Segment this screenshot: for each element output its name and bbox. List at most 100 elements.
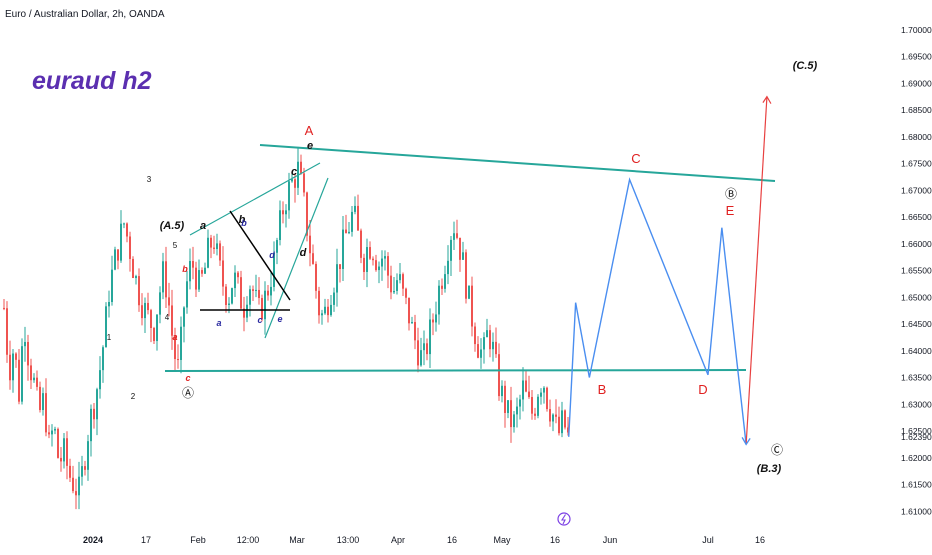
time-tick-label: 12:00 <box>237 535 260 545</box>
candle-body <box>183 307 185 327</box>
candle-body <box>102 347 104 371</box>
candle-body <box>132 258 134 279</box>
candle-body <box>234 272 236 289</box>
candle-body <box>54 428 56 431</box>
time-tick-label: May <box>493 535 511 545</box>
candle-body <box>480 349 482 358</box>
candle-body <box>399 274 401 281</box>
support-line[interactable] <box>164 369 747 372</box>
candle-body <box>507 400 509 413</box>
candle-body <box>555 414 557 417</box>
candle-body <box>495 341 497 355</box>
triangle-upper-line[interactable] <box>229 210 291 301</box>
chart-watermark-label: euraud h2 <box>32 67 152 95</box>
candle-body <box>3 307 5 309</box>
price-tick-label: 1.61000 <box>901 506 932 516</box>
candle-body <box>63 438 65 462</box>
candle-body <box>18 359 20 402</box>
candles <box>3 146 569 510</box>
candle-body <box>294 179 296 188</box>
candle-body <box>474 326 476 345</box>
candle-body <box>564 410 566 428</box>
wave-label: Ⓐ <box>182 386 194 400</box>
wave-label: a <box>216 318 221 328</box>
event-lightning-icon[interactable] <box>557 512 571 526</box>
candle-body <box>138 276 140 306</box>
price-tick-label: 1.65000 <box>901 292 932 302</box>
price-axis[interactable]: 1.61000 1.61500 1.62000 1.62500 1.63000 1.635… <box>901 25 932 517</box>
candle-body <box>450 239 452 261</box>
price-tick-label: 1.67500 <box>901 159 932 169</box>
candle-body <box>342 229 344 270</box>
candle-body <box>306 192 308 236</box>
price-tick-label: 1.68500 <box>901 105 932 115</box>
candle-body <box>447 260 449 275</box>
wave-label: 5 <box>173 241 178 250</box>
time-axis[interactable]: 2024 17 Feb 12:00 Mar 13:00 Apr 16 May 16 Jun Jul 16 <box>83 512 765 545</box>
candle-body <box>489 330 491 350</box>
price-tick-label: 1.69000 <box>901 78 932 88</box>
candle-body <box>36 377 38 387</box>
candle-body <box>144 302 146 319</box>
candle-body <box>462 252 464 260</box>
candle-body <box>408 297 410 324</box>
candle-body <box>174 335 176 360</box>
candle-body <box>459 237 461 260</box>
wave-label: e <box>307 140 313 152</box>
candle-body <box>519 399 521 407</box>
candle-body <box>525 380 527 392</box>
candle-body <box>207 237 209 268</box>
candle-body <box>414 322 416 341</box>
projection-path-blue[interactable] <box>568 177 747 445</box>
candle-body <box>33 377 35 381</box>
channel-upper-line[interactable] <box>189 162 321 236</box>
candle-body <box>522 380 524 400</box>
candle-body <box>321 313 323 316</box>
candle-body <box>486 330 488 338</box>
price-tick-label: 1.64500 <box>901 319 932 329</box>
candle-body <box>426 343 428 355</box>
candle-body <box>231 288 233 304</box>
projection-path-red[interactable] <box>745 96 768 445</box>
wave-label: B <box>598 382 607 397</box>
candle-body <box>360 230 362 258</box>
candle-body <box>180 326 182 360</box>
candle-body <box>177 359 179 361</box>
price-tick-label: 1.65500 <box>901 266 932 276</box>
candle-body <box>288 181 290 211</box>
wave-label: (C.5) <box>793 60 818 72</box>
wave-label: 3 <box>147 175 152 184</box>
candle-body <box>312 253 314 264</box>
candle-body <box>471 285 473 327</box>
candle-body <box>12 353 14 381</box>
price-tick-label: 1.61500 <box>901 480 932 490</box>
candle-body <box>510 400 512 428</box>
price-tick-label: 1.70000 <box>901 25 932 35</box>
wave-label: 4 <box>165 313 170 322</box>
candle-body <box>390 275 392 293</box>
candle-body <box>87 441 89 470</box>
wave-label: b <box>241 218 247 228</box>
candle-body <box>456 233 458 238</box>
wave-label: Ⓑ <box>725 187 737 201</box>
candle-body <box>111 269 113 302</box>
candle-body <box>402 274 404 289</box>
candle-body <box>210 237 212 248</box>
candle-body <box>435 314 437 323</box>
wave-label: (A.5) <box>160 220 185 232</box>
candle-body <box>528 391 530 398</box>
channel-lower-line[interactable] <box>264 177 329 339</box>
candle-body <box>330 304 332 316</box>
wave-label: E <box>726 203 735 218</box>
arrow-head-red <box>762 95 772 104</box>
candle-body <box>84 466 86 470</box>
candle-body <box>441 285 443 289</box>
resistance-trendline[interactable] <box>259 144 776 182</box>
candle-body <box>276 240 278 253</box>
candle-body <box>219 243 221 261</box>
price-tick-label: 1.68000 <box>901 132 932 142</box>
candle-body <box>549 409 551 422</box>
